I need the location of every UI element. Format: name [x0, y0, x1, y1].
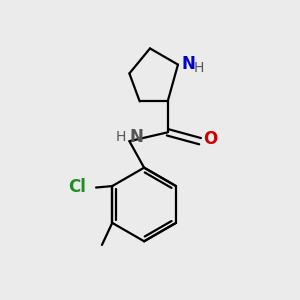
Text: N: N	[130, 128, 144, 146]
Text: O: O	[203, 130, 217, 148]
Text: H: H	[116, 130, 126, 144]
Text: H: H	[193, 61, 204, 75]
Text: Cl: Cl	[68, 178, 86, 196]
Text: N: N	[182, 55, 195, 73]
